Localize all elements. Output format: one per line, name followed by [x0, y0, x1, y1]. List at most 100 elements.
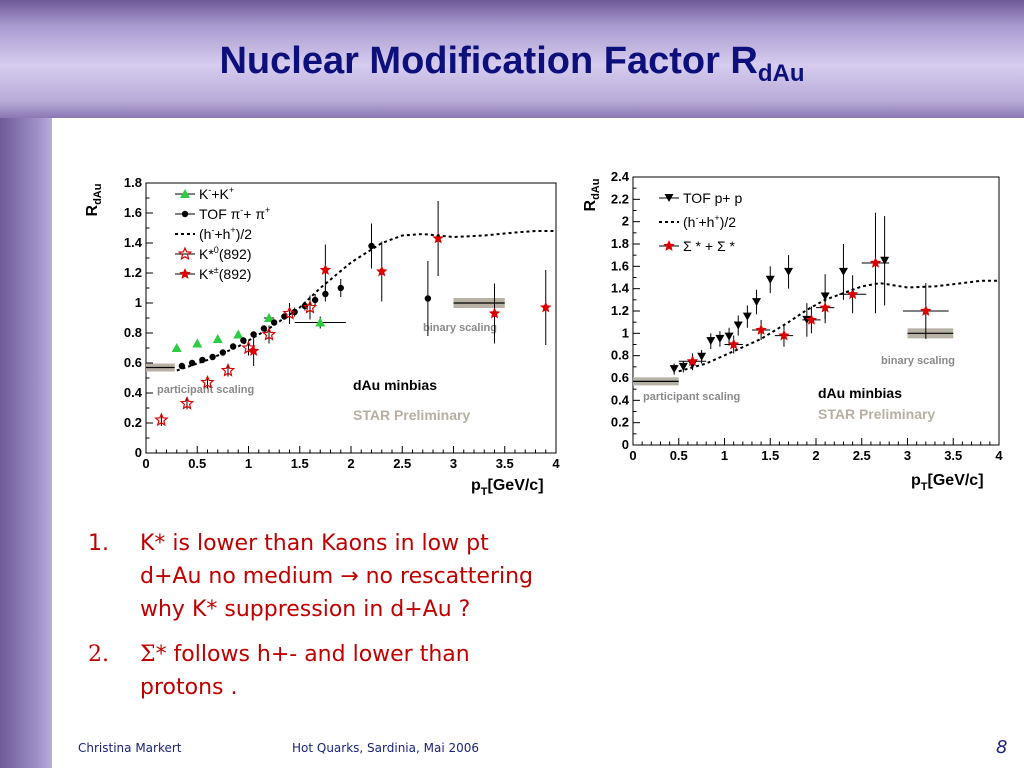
filled-star-marker	[846, 288, 859, 300]
legend-text: K*	[199, 246, 214, 262]
y-tick-label: 2.2	[611, 191, 629, 206]
charged-hadron-curve	[176, 230, 556, 372]
legend-text: (h	[199, 226, 211, 242]
legend-superscript: -	[695, 213, 698, 223]
x-tick-label: 2.5	[853, 448, 871, 463]
x-axis-title-main: p	[471, 477, 481, 494]
legend-entry: TOF p+ p	[683, 190, 742, 206]
x-axis-title-sub: T	[481, 486, 488, 498]
y-tick-label: 0	[622, 437, 629, 452]
triangle-marker	[315, 317, 326, 327]
legend-text: K*	[199, 266, 214, 282]
y-tick-label: 0.8	[611, 348, 629, 363]
preliminary-label: STAR Preliminary	[353, 407, 470, 423]
filled-star-marker	[376, 265, 388, 277]
circle-marker	[311, 296, 319, 304]
open-star-marker	[200, 374, 215, 389]
x-tick-label: 4	[995, 448, 1003, 463]
open-star-marker	[282, 305, 297, 320]
legend-superscript: -	[208, 185, 211, 195]
triangle-down-marker	[838, 267, 848, 276]
filled-star-marker	[869, 257, 882, 268]
y-tick-label: 1.8	[124, 175, 142, 190]
preliminary-label: STAR Preliminary	[818, 406, 935, 422]
x-axis-title-unit: [GeV/c]	[488, 477, 544, 494]
y-tick-label: 1.4	[124, 235, 143, 250]
open-star-marker	[154, 412, 169, 427]
legend-superscript: -	[211, 225, 214, 235]
triangle-marker	[233, 329, 244, 339]
slide-title: Nuclear Modification Factor RdAu	[0, 40, 1024, 88]
open-star-marker	[241, 340, 256, 355]
chart-rdau-kaons: 0 0.5 1 1.5 2 2.5 3 3.5 4 0 0.2 0.4 0.6 0.8 1 1.2 1.4 1.6…	[75, 145, 565, 510]
triangle-down-marker	[784, 267, 794, 276]
legend-entry: K*0(892)	[199, 245, 252, 262]
x-tick-label: 1	[245, 456, 252, 471]
legend-entry: (h-+h+)/2	[199, 225, 252, 242]
chart-rdau-protons-sigma-svg: 0 0.5 1 1.5 2 2.5 3 3.5 4 0 0.2 0.4 0.6 0.8 1 1.2 1.4 1.6…	[582, 169, 1003, 493]
y-tick-label: 0.2	[124, 415, 142, 430]
y-tick-label: 2	[622, 214, 629, 229]
x-axis-title: pT[GeV/c]	[471, 477, 544, 498]
filled-star-marker	[778, 329, 790, 341]
bullet-item-2: 2. Σ* follows h+- and lower than protons…	[88, 638, 628, 704]
y-tick-label: 1.2	[124, 265, 142, 280]
x-tick-label: 0.5	[670, 448, 688, 463]
x-tick-label: 2	[347, 456, 354, 471]
legend-text: K	[199, 186, 209, 202]
open-star-marker	[179, 395, 195, 410]
bullet-list: 1. K* is lower than Kaons in low pt d+Au…	[88, 527, 628, 704]
footer-author: Christina Markert	[78, 741, 182, 755]
x-tick-label: 0	[629, 448, 636, 463]
filled-star-marker	[488, 307, 501, 319]
legend-text: (h	[683, 214, 695, 230]
y-tick-label: 1	[135, 295, 142, 310]
legend-entry: K-+K+	[199, 185, 234, 202]
circle-marker	[368, 242, 375, 250]
binary-scaling-label: binary scaling	[423, 322, 497, 334]
triangle-down-marker	[733, 321, 743, 330]
filled-star-marker	[663, 240, 675, 251]
triangle-marker	[180, 189, 190, 198]
title-text: Nuclear Modification Factor R	[219, 40, 758, 82]
filled-star-marker	[727, 338, 740, 350]
y-tick-label: 0.8	[124, 325, 142, 340]
y-tick-label: 1.2	[611, 303, 629, 318]
page-number: 8	[996, 737, 1008, 758]
x-axis-title-unit: [GeV/c]	[928, 472, 984, 489]
y-tick-label: 0.2	[611, 415, 629, 430]
legend-text: (892)	[219, 266, 252, 282]
legend-text: + π	[243, 206, 265, 222]
y-tick-label: 0.4	[611, 392, 630, 407]
legend-superscript: +	[714, 213, 719, 223]
filled-star-marker	[247, 345, 260, 356]
participant-scaling-label: participant scaling	[157, 384, 254, 396]
triangle-down-marker	[880, 256, 890, 265]
filled-star-marker	[319, 264, 332, 275]
triangle-marker	[171, 343, 182, 352]
triangle-marker	[212, 334, 223, 343]
legend-entry: K*±(892)	[199, 265, 251, 282]
open-star-marker	[302, 299, 318, 314]
bullet-line-text: * follows h+- and lower than	[155, 642, 470, 667]
y-tick-label: 1.6	[124, 205, 142, 220]
x-tick-label: 4	[552, 456, 560, 471]
triangle-down-marker	[669, 365, 679, 374]
chart-rdau-kaons-svg: 0 0.5 1 1.5 2 2.5 3 3.5 4 0 0.2 0.4 0.6 0.8 1 1.2 1.4 1.6…	[84, 175, 560, 498]
x-tick-label: 0	[142, 456, 149, 471]
triangle-down-marker	[742, 312, 752, 321]
triangle-down-marker	[697, 352, 707, 361]
legend-text: TOF π	[199, 206, 241, 222]
triangle-marker	[264, 313, 274, 322]
triangle-down-marker	[664, 194, 674, 202]
system-label: dAu minbias	[818, 385, 902, 401]
filled-star-marker	[686, 355, 699, 367]
title-bar	[0, 0, 1024, 118]
filled-star-marker	[179, 268, 191, 279]
legend-text: (892)	[219, 246, 252, 262]
y-tick-label: 0.4	[124, 385, 143, 400]
y-tick-label: 2.4	[611, 169, 630, 184]
y-tick-label: 1.4	[611, 281, 630, 296]
y-tick-label: 0	[135, 445, 142, 460]
y-tick-label: 1.6	[611, 258, 629, 273]
